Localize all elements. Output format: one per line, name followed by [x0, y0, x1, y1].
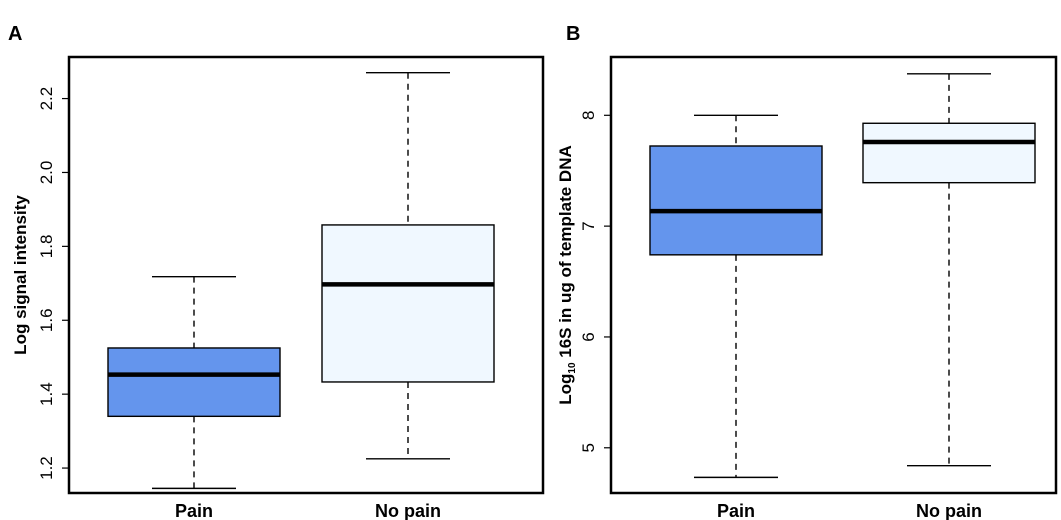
box-no-pain: No pain — [862, 73, 1036, 520]
x-category-label: Pain — [175, 501, 213, 520]
plot-frame — [67, 55, 545, 495]
panel-a: A 1.2 1.4 1.6 1.8 2.0 2.2 Log signal intensity P… — [8, 23, 545, 520]
iqr-box — [107, 347, 281, 418]
y-tick-label: 1.6 — [37, 308, 56, 332]
iqr-box — [321, 224, 495, 383]
panel-letter: A — [8, 23, 22, 45]
iqr-box — [649, 145, 823, 256]
panel-b: B 5 6 7 8 Log10 16S in ug of template DNA Pain… — [556, 23, 1058, 520]
y-tick-label: 1.4 — [37, 382, 56, 406]
panel-letter: B — [566, 23, 580, 45]
y-tick-label: 7 — [579, 221, 598, 230]
iqr-box — [862, 122, 1036, 184]
y-axis-label: Log10 16S in ug of template DNA — [556, 145, 578, 405]
plot-frame — [609, 55, 1058, 495]
y-tick-label: 1.8 — [37, 235, 56, 259]
y-tick-label: 2.0 — [37, 161, 56, 185]
y-axis-label: Log signal intensity — [11, 195, 30, 355]
y-tick-label: 2.2 — [37, 87, 56, 111]
x-category-label: Pain — [717, 501, 755, 520]
x-category-label: No pain — [375, 501, 441, 520]
box-pain: Pain — [107, 275, 281, 520]
y-tick-label: 8 — [579, 111, 598, 120]
y-tick-label: 1.2 — [37, 456, 56, 480]
box-pain: Pain — [649, 114, 823, 520]
y-tick-label: 6 — [579, 332, 598, 341]
box-no-pain: No pain — [321, 72, 495, 520]
x-category-label: No pain — [916, 501, 982, 520]
y-tick-label: 5 — [579, 443, 598, 452]
